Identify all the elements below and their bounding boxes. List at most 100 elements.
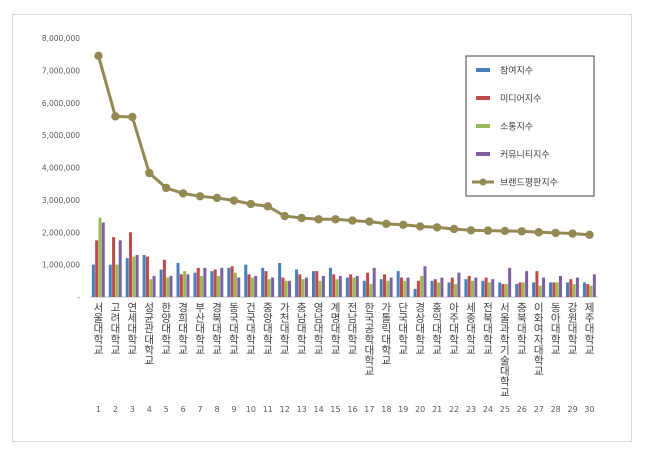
bar-1-28 <box>549 282 553 297</box>
bar-4-12 <box>288 280 292 297</box>
bar-4-14 <box>321 275 325 297</box>
x-rank-label: 2 <box>113 405 118 414</box>
bar-2-10 <box>247 274 251 297</box>
bar-1-23 <box>464 279 468 297</box>
x-rank-label: 7 <box>198 405 203 414</box>
bar-2-15 <box>332 274 336 297</box>
bar-4-30 <box>592 274 596 297</box>
bar-4-4 <box>152 275 156 297</box>
bar-4-16 <box>355 275 359 297</box>
bar-2-24 <box>484 277 488 297</box>
bar-4-19 <box>406 277 410 297</box>
x-rank-label: 23 <box>466 405 476 414</box>
line-point-21 <box>432 223 442 232</box>
bar-2-23 <box>467 275 471 297</box>
bar-3-21 <box>437 282 441 297</box>
bar-1-8 <box>210 271 214 297</box>
x-rank-label: 3 <box>130 405 135 414</box>
bar-1-4 <box>142 254 146 297</box>
bar-1-30 <box>582 282 586 297</box>
bar-1-26 <box>515 284 519 297</box>
line-point-1 <box>94 51 103 61</box>
bar-1-18 <box>379 279 383 297</box>
line-point-24 <box>483 226 493 235</box>
bar-3-6 <box>183 271 187 297</box>
bar-1-20 <box>413 288 417 297</box>
line-point-14 <box>314 215 323 224</box>
bar-2-5 <box>162 259 166 297</box>
bar-3-19 <box>403 280 407 297</box>
bar-4-1 <box>101 222 105 297</box>
line-point-17 <box>365 217 374 226</box>
bar-2-1 <box>95 240 99 297</box>
line-point-16 <box>348 216 357 225</box>
x-rank-label: 18 <box>381 405 391 414</box>
y-tick-label: 3,000,000 <box>42 196 80 205</box>
bar-4-8 <box>220 267 224 297</box>
bar-3-27 <box>538 285 542 297</box>
line-point-28 <box>551 228 560 238</box>
bar-4-29 <box>575 277 579 297</box>
bar-4-25 <box>508 267 512 297</box>
legend-swatch-3 <box>476 124 490 128</box>
x-rank-label: 12 <box>280 405 290 414</box>
line-point-11 <box>263 202 272 211</box>
bar-2-27 <box>535 271 539 297</box>
bar-4-26 <box>525 271 529 297</box>
bar-4-20 <box>423 266 427 297</box>
bar-4-11 <box>271 277 275 297</box>
line-point-13 <box>297 213 306 223</box>
line-point-10 <box>246 199 256 209</box>
bar-2-21 <box>433 279 437 297</box>
line-point-12 <box>280 211 289 221</box>
line-point-15 <box>331 215 340 224</box>
bar-1-10 <box>244 264 248 298</box>
x-rank-label: 28 <box>551 405 561 414</box>
bar-1-17 <box>362 280 366 297</box>
y-tick-label: 5,000,000 <box>42 131 80 140</box>
bar-2-9 <box>230 266 234 297</box>
bar-1-13 <box>295 269 299 297</box>
x-rank-label: 15 <box>330 405 340 414</box>
bar-4-3 <box>135 254 139 297</box>
y-tick-label: 4,000,000 <box>42 164 80 173</box>
line-point-26 <box>517 227 526 236</box>
bar-1-16 <box>345 277 349 297</box>
x-rank-label: 25 <box>500 405 510 414</box>
bar-3-5 <box>166 277 170 297</box>
bar-4-7 <box>203 267 207 297</box>
line-point-29 <box>568 229 577 238</box>
x-rank-label: 19 <box>398 405 408 414</box>
bar-2-25 <box>501 284 505 297</box>
x-rank-label: 20 <box>415 405 425 414</box>
bar-4-13 <box>304 277 308 297</box>
bar-2-7 <box>196 267 200 297</box>
x-rank-label: 8 <box>214 405 219 414</box>
y-tick-label: 8,000,000 <box>42 34 80 43</box>
line-point-6 <box>178 189 188 198</box>
bar-3-8 <box>217 275 220 297</box>
bar-2-13 <box>298 274 302 297</box>
bar-2-22 <box>450 277 454 297</box>
bar-3-23 <box>471 280 474 297</box>
x-rank-label: 11 <box>263 405 273 414</box>
legend-label-1: 참여지수 <box>500 65 533 77</box>
bar-2-26 <box>518 282 522 297</box>
bar-3-28 <box>555 282 559 297</box>
bar-1-3 <box>125 258 129 297</box>
